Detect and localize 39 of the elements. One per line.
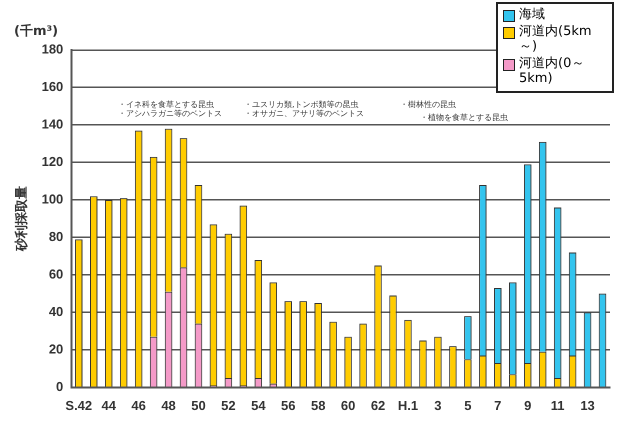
y-tick-label: 60 bbox=[48, 266, 64, 282]
x-tick-label: 9 bbox=[524, 398, 532, 413]
legend-label: 海域 bbox=[519, 7, 545, 22]
annotation: ・ユスリカ類,トンボ類等の昆虫 bbox=[244, 100, 359, 109]
x-tick-label: 13 bbox=[580, 398, 595, 413]
y-tick-label: 80 bbox=[48, 229, 64, 244]
x-tick-label: 60 bbox=[340, 398, 356, 413]
x-tick-label: 48 bbox=[161, 398, 176, 413]
annotation: ・オサガニ、アサリ等のベントス bbox=[244, 109, 364, 118]
x-tick-label: H.1 bbox=[398, 398, 418, 413]
annotation: ・植物を食草とする昆虫 bbox=[420, 113, 508, 122]
y-axis-title: 砂利採取量 bbox=[13, 186, 28, 252]
x-tick-label: 62 bbox=[370, 398, 386, 413]
annotation: ・イネ科を食草とする昆虫 bbox=[118, 100, 214, 109]
legend-label: 河道内(5km～) bbox=[519, 24, 593, 54]
annotation: ・アシハラガニ等のベントス bbox=[118, 109, 222, 118]
x-tick-label: 44 bbox=[101, 398, 117, 413]
y-tick-label: 180 bbox=[42, 42, 64, 57]
y-tick-label: 120 bbox=[42, 154, 64, 170]
x-tick-label: 3 bbox=[434, 398, 442, 413]
x-tick-label: 58 bbox=[310, 398, 326, 413]
y-tick-label: 100 bbox=[42, 192, 64, 207]
x-tick-label: 7 bbox=[494, 398, 502, 413]
x-tick-label: 50 bbox=[191, 398, 206, 413]
x-tick-label: 5 bbox=[464, 398, 472, 413]
x-tick-label: 56 bbox=[281, 398, 296, 413]
y-tick-label: 40 bbox=[48, 304, 64, 319]
y-tick-label: 20 bbox=[48, 341, 64, 356]
x-tick-label: 54 bbox=[251, 398, 266, 413]
x-tick-label: 11 bbox=[550, 398, 564, 413]
text: (千m³) bbox=[14, 22, 58, 40]
annotation: ・樹林性の昆虫 bbox=[400, 100, 456, 109]
x-tick-label: 52 bbox=[221, 398, 236, 413]
y-tick-label: 140 bbox=[42, 116, 64, 132]
y-tick-label: 160 bbox=[42, 79, 64, 94]
legend-label: 河道内(0～5km) bbox=[519, 56, 586, 86]
y-tick-label: 0 bbox=[56, 378, 64, 394]
x-tick-label: S.42 bbox=[65, 398, 92, 413]
x-tick-label: 46 bbox=[131, 398, 146, 413]
